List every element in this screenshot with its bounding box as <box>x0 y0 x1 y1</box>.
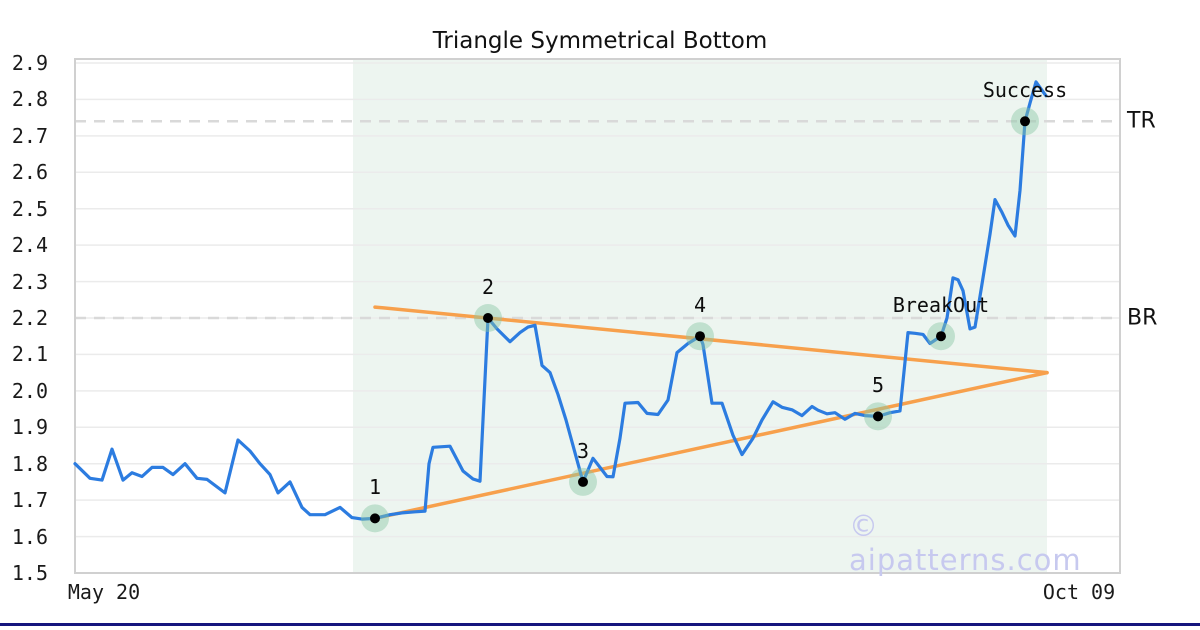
marker-label-breakout: BreakOut <box>892 293 990 318</box>
plot-border <box>74 58 1121 574</box>
y-axis-tick-2.5: 2.5 <box>11 196 48 221</box>
watermark: © aipatterns.com <box>849 509 1082 577</box>
y-axis-tick-2.9: 2.9 <box>11 51 48 75</box>
y-axis-tick-1.7: 1.7 <box>11 488 48 513</box>
marker-label-3: 3 <box>576 438 590 463</box>
chart-title: Triangle Symmetrical Bottom <box>432 28 768 54</box>
y-axis-tick-1.9: 1.9 <box>11 415 48 440</box>
y-axis-tick-2.3: 2.3 <box>11 269 48 294</box>
y-axis-tick-2.8: 2.8 <box>11 87 48 112</box>
y-axis-tick-2.7: 2.7 <box>11 123 48 148</box>
x-axis-tick: Oct 09 <box>1042 580 1116 604</box>
marker-dot-5 <box>873 411 883 422</box>
y-axis-tick-2.6: 2.6 <box>11 160 48 185</box>
price-line <box>73 80 1048 521</box>
y-axis-tick-2.0: 2.0 <box>11 378 48 403</box>
marker-label-2: 2 <box>481 275 495 299</box>
marker-dot-1 <box>370 513 380 524</box>
marker-label-4: 4 <box>693 293 707 318</box>
marker-label-1: 1 <box>368 475 382 500</box>
marker-dot-success <box>1020 116 1030 127</box>
y-axis-tick-2.4: 2.4 <box>11 233 48 258</box>
marker-label-success: Success <box>982 78 1068 103</box>
y-axis-tick-1.6: 1.6 <box>11 524 48 549</box>
marker-label-5: 5 <box>871 373 885 398</box>
level-label-tr: TR <box>1127 108 1156 134</box>
bottom-accent-bar <box>0 623 1200 626</box>
y-axis-tick-1.8: 1.8 <box>11 451 48 476</box>
y-axis-tick-2.2: 2.2 <box>11 306 48 330</box>
level-label-br: BR <box>1127 305 1158 331</box>
x-axis-tick: May 20 <box>67 580 141 604</box>
y-axis-tick-1.5: 1.5 <box>11 561 48 585</box>
marker-dot-breakout <box>936 331 946 342</box>
y-axis-tick-2.1: 2.1 <box>11 342 48 367</box>
marker-dot-3 <box>578 476 588 487</box>
marker-dot-2 <box>483 313 493 323</box>
marker-dot-4 <box>695 331 705 342</box>
support-trendline <box>373 370 1049 521</box>
